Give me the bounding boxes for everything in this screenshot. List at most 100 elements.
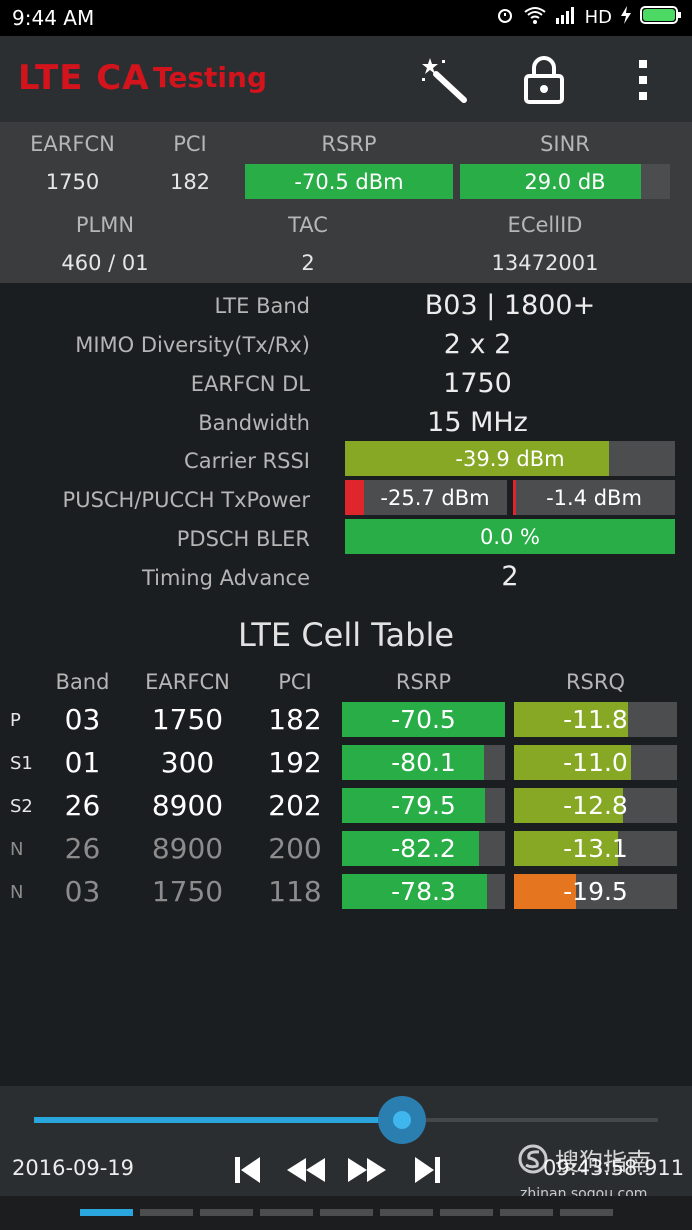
cell-rsrq-fill [514, 788, 624, 823]
pucch-power-fill [513, 480, 517, 515]
skip-to-start-icon[interactable] [226, 1148, 270, 1192]
lte-band-value: B03 | 1800+ [424, 290, 596, 321]
mimo-label: MIMO Diversity(Tx/Rx) [75, 333, 310, 357]
page-dot[interactable] [440, 1209, 493, 1216]
skip-to-end-icon[interactable] [405, 1148, 449, 1192]
bler-label: PDSCH BLER [176, 527, 310, 551]
cell-rsrp-bar: -78.3 [342, 874, 505, 909]
bler-bar: 0.0 % [345, 519, 675, 554]
cell-band: 03 [64, 875, 101, 908]
cell-rsrq-fill [514, 831, 619, 866]
lock-icon[interactable] [518, 54, 570, 106]
cell-rsrq-bar: -12.8 [514, 788, 677, 823]
cell-earfcn: 300 [160, 746, 215, 779]
page-dot[interactable] [140, 1209, 193, 1216]
magic-wand-icon[interactable] [418, 54, 470, 106]
cell-rsrq-value: -13.1 [563, 834, 628, 863]
page-dot[interactable] [200, 1209, 253, 1216]
page-dot[interactable] [380, 1209, 433, 1216]
bandwidth-label: Bandwidth [198, 411, 310, 435]
lte-info-section: LTE Band B03 | 1800+ MIMO Diversity(Tx/R… [0, 283, 692, 603]
cell-band: 01 [64, 746, 101, 779]
col-band-header: Band [55, 670, 110, 694]
carrier-rssi-fill [345, 441, 609, 476]
row-type-tag: S1 [10, 753, 33, 774]
pusch-power-fill [345, 480, 365, 515]
serving-earfcn: 1750 [45, 170, 100, 194]
page-dot[interactable] [260, 1209, 313, 1216]
serving-rsrp-bar: -70.5 dBm [245, 164, 453, 199]
cell-rsrq-bar: -11.0 [514, 745, 677, 780]
earfcn-dl-label: EARFCN DL [190, 372, 310, 396]
playback-panel: 2016-09-19 09:43:58.911 [0, 1086, 692, 1196]
lte-band-label: LTE Band [214, 294, 311, 318]
playback-time: 09:43:58.911 [543, 1156, 685, 1180]
sinr-header: SINR [540, 132, 590, 156]
cell-rsrp-value: -78.3 [391, 877, 456, 906]
fast-forward-icon[interactable] [345, 1148, 389, 1192]
page-dot[interactable] [320, 1209, 373, 1216]
cell-rsrp-fill [342, 702, 505, 737]
playback-date: 2016-09-19 [12, 1156, 135, 1180]
cell-table-title: LTE Cell Table [237, 616, 455, 654]
app-title: LTE CA [18, 58, 150, 98]
cell-band: 03 [64, 703, 101, 736]
cell-pci: 118 [268, 875, 322, 908]
serving-plmn: 460 / 01 [61, 251, 149, 275]
tac-header: TAC [288, 213, 328, 237]
txpower-label: PUSCH/PUCCH TxPower [62, 488, 310, 512]
timing-advance-value: 2 [501, 561, 519, 592]
col-rsrq-header: RSRQ [565, 670, 626, 694]
alarm-icon [495, 5, 515, 30]
sogou-logo-icon [518, 1144, 548, 1174]
serving-sinr-fill [460, 164, 641, 199]
cell-earfcn: 1750 [151, 875, 224, 908]
cell-pci: 202 [268, 789, 322, 822]
cell-pci: 200 [268, 832, 322, 865]
app-subtitle: Testing [153, 61, 267, 94]
row-type-tag: P [10, 710, 21, 731]
cell-rsrp-value: -79.5 [391, 791, 456, 820]
row-type-tag: N [10, 882, 24, 903]
cell-earfcn: 8900 [151, 789, 224, 822]
cell-band: 26 [64, 832, 101, 865]
row-type-tag: S2 [10, 796, 33, 817]
cell-rsrp-value: -70.5 [391, 705, 456, 734]
status-icons: HD [495, 5, 682, 30]
cell-rsrq-value: -11.0 [563, 748, 628, 777]
pusch-power-bar: -25.7 dBm [345, 480, 507, 515]
rewind-icon[interactable] [284, 1148, 328, 1192]
cell-rsrp-fill [342, 831, 479, 866]
watermark-text: 搜狗指南 [555, 1148, 651, 1176]
cell-table: LTE Cell Table Band EARFCN PCI RSRP RSRQ… [0, 612, 692, 922]
page-dot[interactable] [560, 1209, 613, 1216]
serving-rsrp-fill [245, 164, 453, 199]
col-earfcn-header: EARFCN [145, 670, 230, 694]
status-bar: 9:44 AM HD [0, 0, 692, 36]
network-type: HD [584, 7, 612, 28]
more-options-icon[interactable] [618, 54, 668, 106]
bler-value: 0.0 % [479, 524, 541, 549]
cell-earfcn: 1750 [151, 703, 224, 736]
serving-tac: 2 [301, 251, 315, 275]
col-rsrp-header: RSRP [395, 670, 452, 694]
timing-advance-label: Timing Advance [141, 566, 310, 590]
bler-fill [345, 519, 675, 554]
sogou-watermark: 搜狗指南 [515, 1140, 685, 1186]
page-dot[interactable] [500, 1209, 553, 1216]
cell-rsrp-fill [342, 745, 484, 780]
wifi-icon [523, 5, 547, 30]
serving-rsrp-value: -70.5 dBm [294, 169, 404, 194]
cell-rsrp-value: -80.1 [391, 748, 456, 777]
cell-rsrq-value: -19.5 [563, 877, 628, 906]
serving-sinr-bar: 29.0 dB [460, 164, 670, 199]
pci-header: PCI [173, 132, 207, 156]
cell-rsrp-bar: -80.1 [342, 745, 505, 780]
cell-rsrq-value: -11.8 [563, 705, 628, 734]
earfcn-dl-value: 1750 [443, 368, 512, 399]
cell-rsrq-bar: -11.8 [514, 702, 677, 737]
serving-sinr-value: 29.0 dB [524, 169, 606, 194]
cell-pci: 182 [268, 703, 322, 736]
playback-progress [34, 1117, 404, 1123]
page-dot[interactable] [80, 1209, 133, 1216]
